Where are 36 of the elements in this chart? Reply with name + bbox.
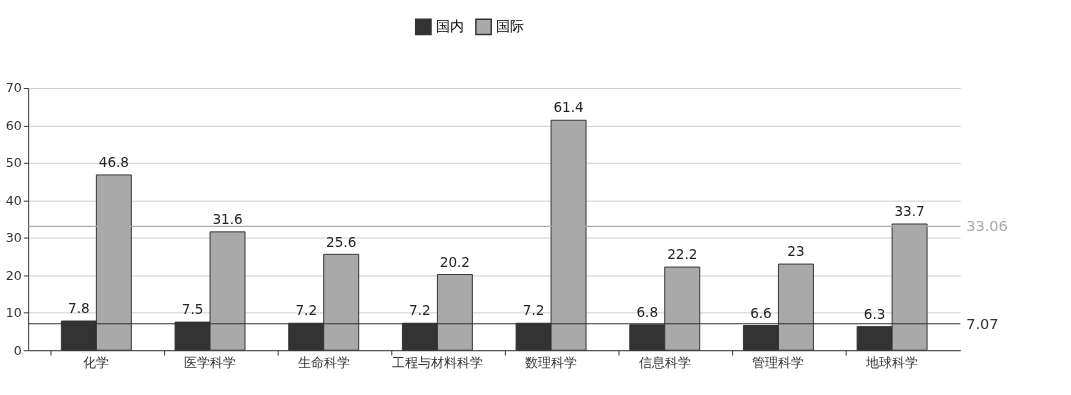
data-label: 61.4 — [553, 99, 584, 116]
y-tick-label: 20 — [5, 267, 22, 283]
data-label: 22.2 — [667, 246, 698, 263]
data-label: 7.8 — [68, 300, 90, 317]
y-tick-label: 40 — [5, 192, 22, 208]
ref-line-label: 33.06 — [966, 217, 1008, 235]
y-tick-label: 70 — [5, 80, 22, 96]
data-label: 7.2 — [522, 302, 545, 319]
x-tick-label: 医学科学 — [184, 355, 237, 371]
data-label: 6.6 — [750, 304, 772, 321]
data-label: 33.7 — [894, 203, 925, 220]
x-tick-label: 管理科学 — [752, 355, 805, 371]
data-label: 31.6 — [212, 211, 243, 228]
y-tick-label: 60 — [5, 117, 22, 133]
data-label: 7.2 — [409, 302, 431, 319]
data-label: 6.3 — [863, 305, 886, 322]
x-tick-label: 工程与材料科学 — [391, 355, 483, 371]
data-label: 46.8 — [98, 154, 129, 171]
ref-line-label: 7.07 — [966, 314, 999, 332]
data-label: 7.2 — [295, 302, 318, 319]
y-tick-label: 0 — [13, 342, 22, 358]
x-tick-label: 地球科学 — [865, 355, 919, 371]
y-tick-label: 50 — [5, 155, 22, 171]
legend-label: 国际 — [496, 17, 525, 34]
y-tick-label: 30 — [5, 230, 22, 246]
x-tick-label: 生命科学 — [297, 355, 350, 371]
x-tick-label: 数理科学 — [525, 355, 578, 371]
legend-label: 国内 — [435, 17, 464, 34]
data-label: 23 — [787, 243, 805, 260]
data-label: 25.6 — [326, 233, 357, 250]
x-tick-label: 化学 — [83, 355, 110, 371]
data-label: 20.2 — [439, 253, 470, 270]
data-label: 7.5 — [181, 301, 204, 318]
y-tick-label: 10 — [5, 305, 22, 321]
data-label: 6.8 — [636, 303, 659, 320]
x-tick-label: 信息科学 — [638, 355, 691, 371]
